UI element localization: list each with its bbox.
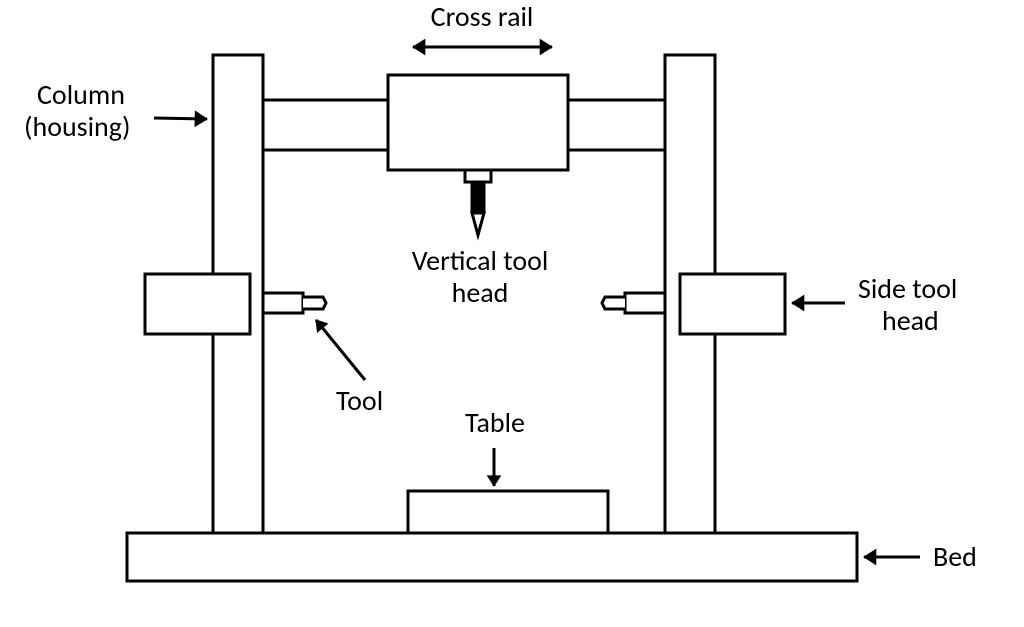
planer-machine-diagram: Cross railColumn(housing)Vertical toolhe…: [0, 0, 1024, 627]
tool-holder: [465, 170, 491, 182]
cross-rail-motion-arrow-head2: [413, 39, 425, 54]
side1: Side tool: [858, 271, 957, 306]
vth1: Vertical tool: [412, 243, 549, 278]
left-tool-shaft: [263, 293, 303, 313]
bed: [127, 533, 857, 581]
bed: Bed: [933, 539, 977, 574]
side-tool-callout-arrow-head: [792, 295, 804, 310]
table: Table: [465, 405, 525, 440]
right-tool-shaft: [625, 293, 665, 313]
left-tool-tip: [303, 297, 326, 309]
cross-rail-motion-arrow-head: [540, 39, 552, 54]
column-callout-arrow-head: [195, 111, 207, 126]
bed-callout-arrow-head: [864, 549, 876, 564]
right-side-tool-head: [680, 274, 785, 334]
vertical-tool-tip: [472, 213, 484, 235]
table: [408, 491, 608, 533]
tool: Tool: [336, 383, 383, 418]
table-callout-arrow-head: [488, 476, 501, 486]
side2: head: [882, 303, 939, 338]
tool-callout-arrow-line: [316, 320, 365, 380]
left-side-tool-head: [145, 274, 250, 334]
vth2: head: [452, 275, 509, 310]
column2: (housing): [24, 109, 130, 144]
right-tool-tip: [602, 297, 625, 309]
machine-shapes: [127, 55, 857, 581]
vertical-tool-head: [388, 75, 568, 170]
column1: Column: [37, 77, 125, 112]
cross_rail: Cross rail: [431, 0, 534, 34]
